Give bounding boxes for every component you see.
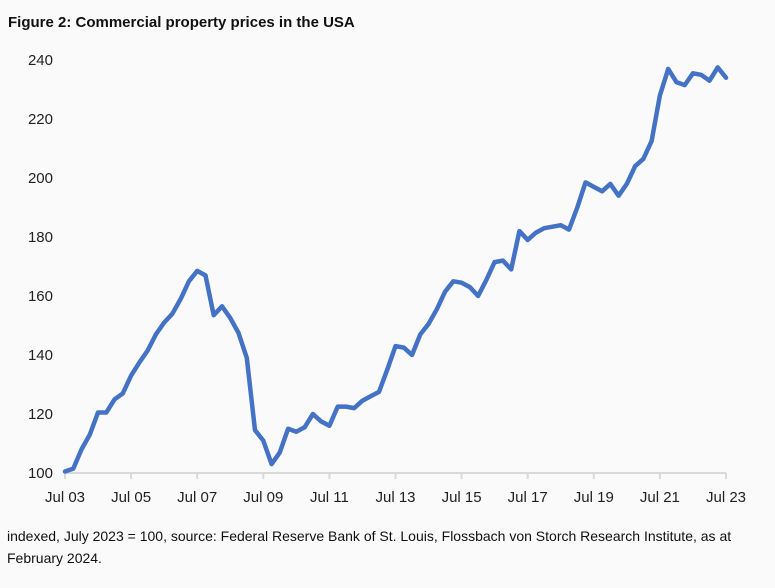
x-tick-label: Jul 05 (111, 489, 151, 506)
y-tick-label: 240 (28, 52, 53, 69)
y-tick-label: 100 (28, 465, 53, 482)
x-tick-labels: Jul 03 Jul 05 Jul 07 Jul 09 Jul 11 Jul 13 Jul … (45, 489, 746, 506)
x-tick-label: Jul 17 (508, 489, 548, 506)
x-tick-label: Jul 15 (442, 489, 482, 506)
series-line (62, 65, 729, 474)
x-tick-label: Jul 23 (706, 489, 746, 506)
y-tick-label: 120 (28, 406, 53, 423)
x-tick-label: Jul 21 (640, 489, 680, 506)
chart-title: Figure 2: Commercial property prices in … (8, 14, 355, 31)
x-tick-label: Jul 03 (45, 489, 85, 506)
chart-footnote: indexed, July 2023 = 100, source: Federa… (7, 528, 732, 566)
y-tick-label: 180 (28, 229, 53, 246)
x-axis (64, 472, 727, 479)
y-tick-label: 220 (28, 111, 53, 128)
x-tick-label: Jul 09 (243, 489, 283, 506)
series-group (62, 65, 729, 474)
x-tick-label: Jul 07 (177, 489, 217, 506)
y-tick-label: 140 (28, 347, 53, 364)
y-axis: 100 120 140 160 180 200 220 240 (28, 52, 53, 482)
y-tick-label: 160 (28, 288, 53, 305)
x-tick-label: Jul 13 (375, 489, 415, 506)
y-tick-label: 200 (28, 170, 53, 187)
x-tick-label: Jul 19 (574, 489, 614, 506)
x-tick-label: Jul 11 (310, 489, 349, 506)
